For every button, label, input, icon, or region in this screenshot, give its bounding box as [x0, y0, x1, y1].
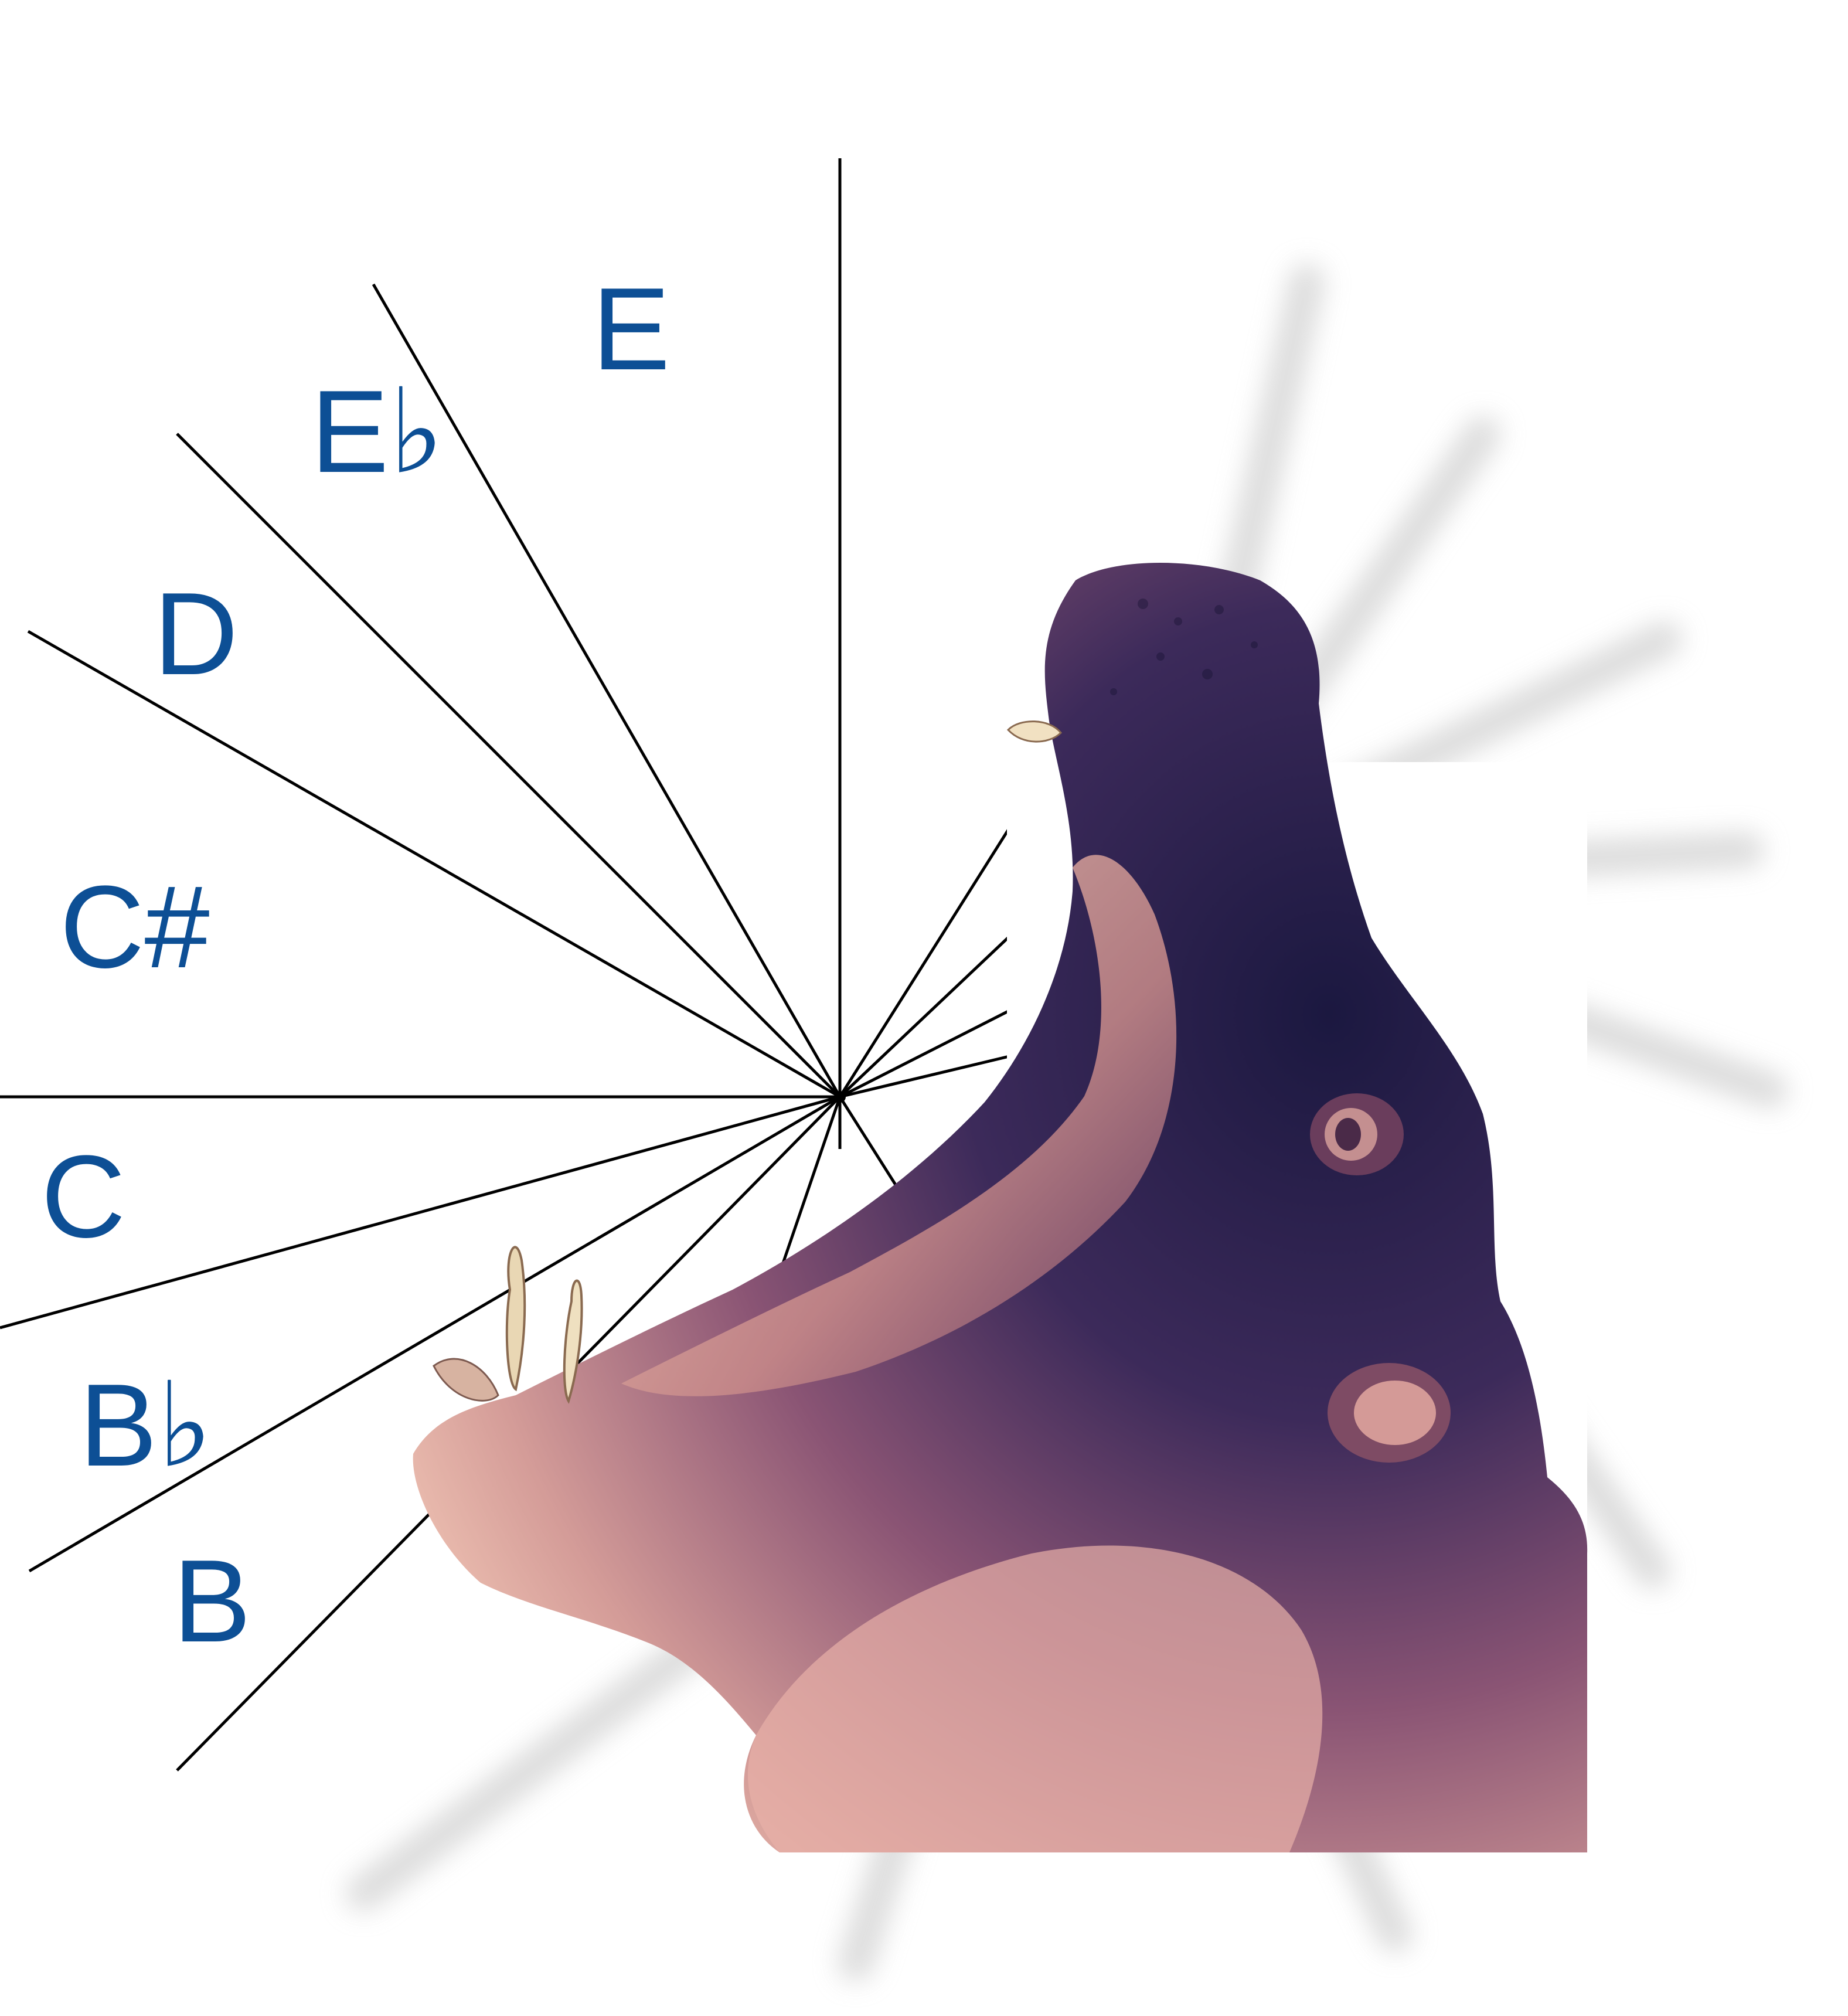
ray-upper-right-1	[838, 820, 1016, 1098]
note-label-c: C	[41, 1131, 125, 1262]
ray-upper-right-4	[839, 1053, 1015, 1099]
ray-d-e-flat	[176, 433, 841, 1098]
eye-fold	[1328, 1363, 1451, 1463]
ray-d-c-sharp	[27, 630, 841, 1099]
note-label-e: E	[592, 264, 670, 395]
note-label-c-sharp: C#	[60, 862, 210, 992]
note-label-b-flat: B♭	[79, 1360, 213, 1491]
ray-upper-right-3	[839, 1007, 1015, 1099]
note-label-d: D	[154, 569, 238, 699]
ear-icon	[1310, 1093, 1404, 1175]
ray-lower-right-1	[838, 1096, 904, 1197]
ray-e-flat-e	[372, 283, 842, 1098]
snout-texture	[1110, 599, 1258, 695]
tusk-left	[505, 1246, 526, 1392]
upper-tusk	[1006, 720, 1063, 743]
ray-upper-right-2	[839, 931, 1015, 1098]
note-label-b: B	[173, 1536, 251, 1667]
note-labels: E E♭ D C# C B♭ B	[41, 264, 670, 1667]
hippo-icon	[413, 563, 1588, 1852]
ray-c-b-flat	[0, 1095, 840, 1330]
tusk-right	[563, 1279, 583, 1404]
note-label-e-flat: E♭	[311, 366, 444, 497]
lower-lip	[433, 1358, 499, 1402]
ray-b-flat-b	[28, 1095, 841, 1573]
center-dot	[834, 1091, 846, 1103]
